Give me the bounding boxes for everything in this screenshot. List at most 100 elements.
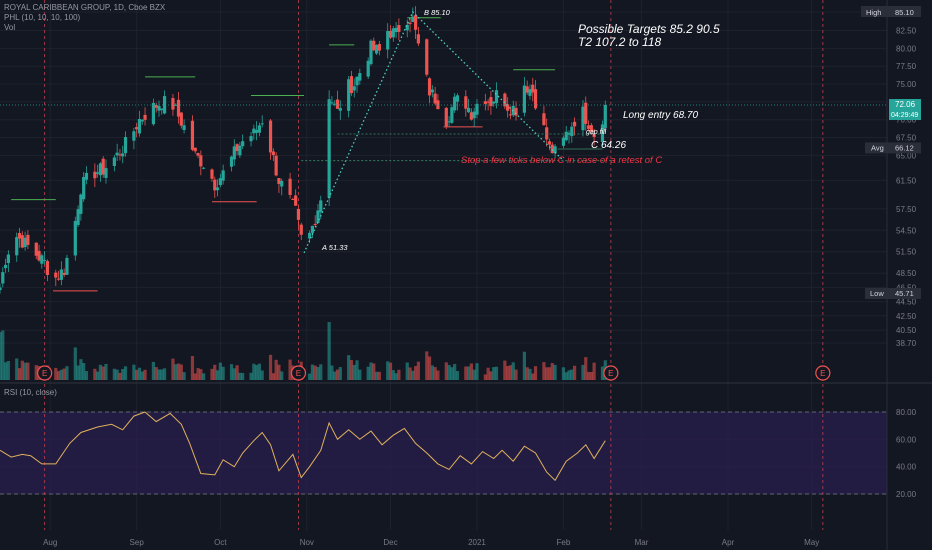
high-value: 85.10 <box>895 8 914 17</box>
candle-body <box>467 107 471 113</box>
volume-bar <box>369 362 373 380</box>
volume-bar <box>193 373 197 380</box>
earnings-marker[interactable] <box>290 365 307 381</box>
candle-body <box>347 79 351 111</box>
volume-bar <box>467 366 471 380</box>
candle-body <box>436 100 440 110</box>
candle-body <box>154 104 158 108</box>
indicator-label: PHL (10, 10, 10, 100) <box>4 13 81 22</box>
volume-bar <box>494 366 499 380</box>
volume-bar <box>589 371 593 380</box>
point-a-label: A 51.33 <box>321 243 348 252</box>
candle-body <box>550 144 554 154</box>
candle-body <box>533 89 538 109</box>
candle-body <box>160 108 164 111</box>
candle-body <box>54 272 58 278</box>
volume-bar <box>260 370 264 380</box>
volume-bar <box>533 366 538 380</box>
candle-body <box>215 187 220 191</box>
volume-bar <box>414 366 418 380</box>
candle-body <box>123 137 128 154</box>
low-tag-bg <box>865 288 891 299</box>
volume-bar <box>213 364 217 380</box>
volume-bar <box>235 365 239 380</box>
candle-body <box>416 34 420 44</box>
avg-tag-bg <box>865 142 891 154</box>
candle-body <box>592 133 596 138</box>
volume-bar <box>59 369 63 380</box>
price-tick-label: 70.00 <box>896 116 917 125</box>
volume-bar <box>352 364 356 380</box>
volume-bar <box>447 364 451 380</box>
candle-body <box>330 102 334 104</box>
candle-body <box>135 127 139 130</box>
volume-bar <box>115 369 119 380</box>
candle-body <box>425 39 429 75</box>
volume-bar <box>274 359 278 380</box>
volume-bar <box>469 363 473 380</box>
candle-body <box>333 103 337 105</box>
candle-body <box>450 107 454 123</box>
volume-bar <box>215 370 220 380</box>
volume-bar <box>65 366 69 380</box>
volume-bar <box>528 368 532 380</box>
volume-bar <box>581 364 585 380</box>
time-tick-label: Aug <box>43 538 57 547</box>
candle-body <box>444 107 448 127</box>
candle-body <box>308 232 312 239</box>
candle-body <box>366 60 370 77</box>
avg-tag-label: Avg <box>871 143 884 152</box>
candle-body <box>514 107 518 116</box>
candle-body <box>59 269 63 280</box>
volume-bar <box>23 362 27 380</box>
price-tick-label: 75.00 <box>896 80 917 89</box>
volume-bar <box>121 369 125 380</box>
candle-body <box>202 167 206 169</box>
candle-body <box>221 170 225 181</box>
candle-body <box>140 119 144 122</box>
earnings-marker[interactable] <box>603 365 619 381</box>
volume-bar <box>489 371 493 380</box>
candle-body <box>84 172 89 180</box>
abc-pattern-line <box>303 10 564 254</box>
volume-bar <box>15 358 19 380</box>
volume-bar <box>84 371 89 380</box>
candle-body <box>528 89 532 96</box>
earnings-marker[interactable] <box>37 365 53 381</box>
volume-bar <box>377 371 381 380</box>
candle-body <box>570 126 574 137</box>
volume-bar <box>6 360 10 380</box>
candle-body <box>564 131 568 141</box>
candle-body <box>17 232 22 239</box>
volume-bar <box>232 368 236 380</box>
volume-bar <box>98 364 103 380</box>
price-tick-label: 54.50 <box>896 226 917 235</box>
candle-body <box>589 125 593 132</box>
volume-bar <box>249 372 253 380</box>
volume-bar <box>453 363 457 380</box>
earnings-marker[interactable] <box>815 365 831 381</box>
symbol-title: ROYAL CARIBBEAN GROUP, 1D, Cboe BZX <box>4 3 166 12</box>
candle-body <box>494 90 499 104</box>
high-tag-label: High <box>866 8 881 17</box>
candle-body <box>319 200 323 213</box>
candle-body <box>40 255 44 264</box>
candle-body <box>174 104 178 106</box>
candle-body <box>132 131 136 141</box>
volume-bar <box>450 367 454 380</box>
volume-bar <box>472 369 476 380</box>
volume-bar <box>190 355 195 380</box>
candle-body <box>210 169 214 179</box>
volume-bar <box>572 365 577 380</box>
volume-bar <box>229 364 234 380</box>
volume-bar <box>179 364 183 380</box>
rsi-line <box>0 411 606 482</box>
candle-body <box>464 96 468 109</box>
volume-bar <box>79 359 83 380</box>
volume-bar <box>330 365 334 380</box>
point-b-label: B 85.10 <box>424 8 451 17</box>
volume-bar <box>202 373 206 380</box>
volume-bar <box>355 360 359 380</box>
